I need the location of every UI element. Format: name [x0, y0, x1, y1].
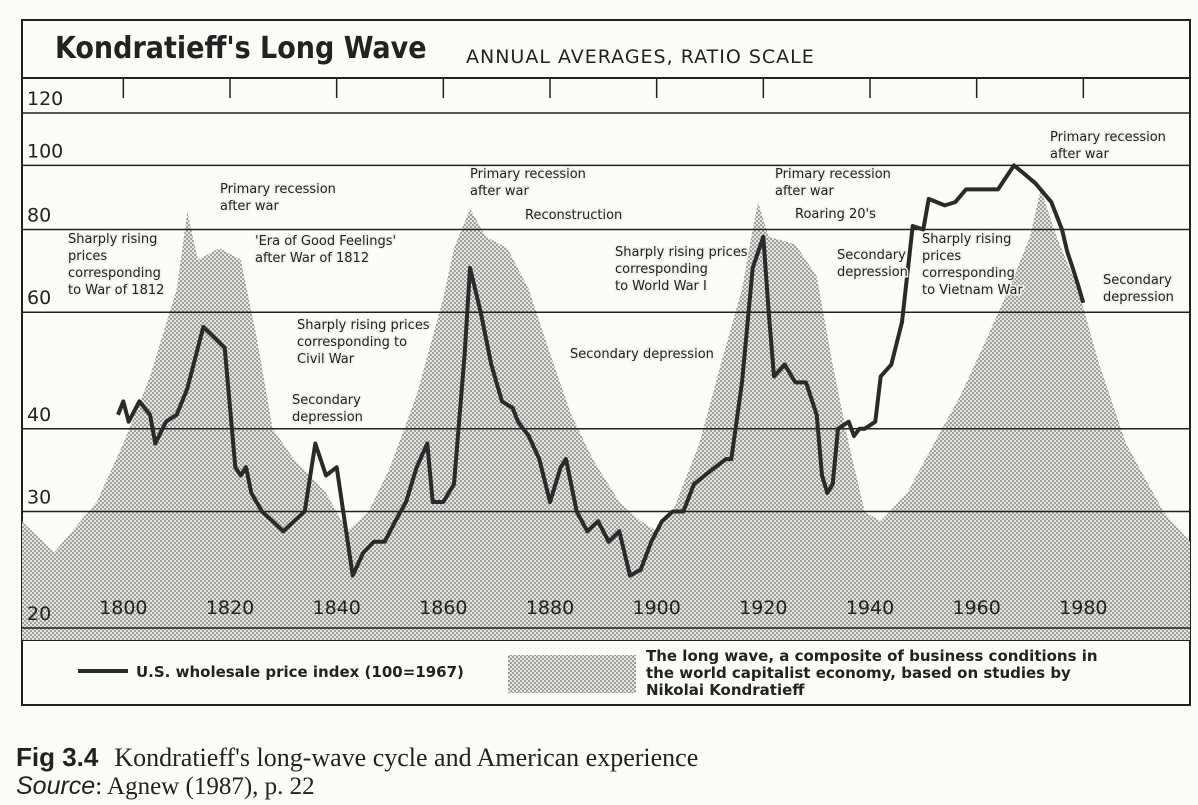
annotation: after war [470, 184, 529, 199]
annotation: corresponding [922, 266, 1015, 281]
annotation: after war [775, 184, 834, 199]
x-tick-label: 1820 [206, 597, 254, 619]
axes: 20 30 40 60 80 100 120 1800 1820 1840 1860 1880 1900… [27, 78, 1175, 625]
annotation: to War of 1812 [68, 283, 164, 298]
annotation: Primary recession [470, 167, 586, 182]
annotation: depression [1103, 290, 1174, 305]
y-tick-label: 100 [27, 140, 63, 162]
x-tick-label: 1800 [99, 597, 147, 619]
annotation: Primary recession [1050, 130, 1166, 145]
annotation: corresponding to [297, 335, 407, 350]
x-tick-label: 1980 [1059, 597, 1107, 619]
y-tick-label: 120 [27, 88, 63, 110]
annotation: corresponding [68, 266, 161, 281]
y-tick-label: 80 [27, 205, 51, 227]
x-tick-label: 1840 [312, 597, 360, 619]
chart: Kondratieff's Long Wave ANNUAL AVERAGES,… [21, 19, 1191, 706]
annotation: Sharply rising [922, 232, 1011, 247]
source-label: Source [16, 772, 96, 800]
x-tick-label: 1880 [526, 597, 574, 619]
annotation: Primary recession [220, 182, 336, 197]
annotation: Secondary [837, 248, 906, 263]
annotation: Civil War [297, 352, 355, 367]
long-wave-area [22, 189, 1190, 640]
annotation: Sharply rising [68, 232, 157, 247]
figure-caption: Fig 3.4 Kondratieff's long-wave cycle and… [16, 742, 698, 773]
y-tick-label: 20 [27, 603, 51, 625]
annotation: depression [292, 410, 363, 425]
annotation: Sharply rising prices [297, 318, 430, 333]
annotation: prices [922, 249, 961, 264]
annotation: corresponding [615, 262, 708, 277]
annotation: Secondary [1103, 273, 1172, 288]
price-index-line [116, 163, 1086, 578]
x-tick-label: 1900 [632, 597, 680, 619]
annotation: to World War I [615, 279, 707, 294]
x-tick-label: 1960 [952, 597, 1000, 619]
legend-swatch [508, 655, 636, 693]
legend-label: U.S. wholesale price index (100=1967) [136, 663, 464, 681]
annotation: prices [68, 249, 107, 264]
x-tick-label: 1920 [739, 597, 787, 619]
annotation: Roaring 20's [795, 207, 876, 222]
annotation: 'Era of Good Feelings' [255, 234, 396, 249]
x-tick-label: 1860 [419, 597, 467, 619]
annotation: Secondary [292, 393, 361, 408]
annotation: after war [1050, 147, 1109, 162]
plot-area [22, 112, 1190, 640]
caption-text: Kondratieff's long-wave cycle and Americ… [114, 743, 699, 772]
chart-title: Kondratieff's Long Wave [55, 31, 427, 66]
annotation: Sharply rising prices [615, 245, 748, 260]
source-text: : Agnew (1987), p. 22 [95, 773, 315, 800]
annotation: Reconstruction [525, 208, 622, 223]
annotation: after War of 1812 [255, 251, 369, 266]
annotation: Primary recession [775, 167, 891, 182]
annotation: depression [837, 265, 908, 280]
y-tick-label: 30 [27, 486, 51, 508]
x-tick-label: 1940 [846, 597, 894, 619]
source-line: Source: Agnew (1987), p. 22 [16, 772, 315, 801]
chart-subtitle: ANNUAL AVERAGES, RATIO SCALE [466, 46, 815, 68]
frame [21, 19, 1191, 706]
y-tick-label: 40 [27, 404, 51, 426]
annotation: after war [220, 199, 279, 214]
figure-number: Fig 3.4 [16, 742, 99, 772]
annotation: to Vietnam War [922, 283, 1023, 298]
annotation: Secondary depression [570, 347, 714, 362]
legend-label: The long wave, a composite of business c… [646, 647, 1098, 699]
y-tick-label: 60 [27, 287, 51, 309]
